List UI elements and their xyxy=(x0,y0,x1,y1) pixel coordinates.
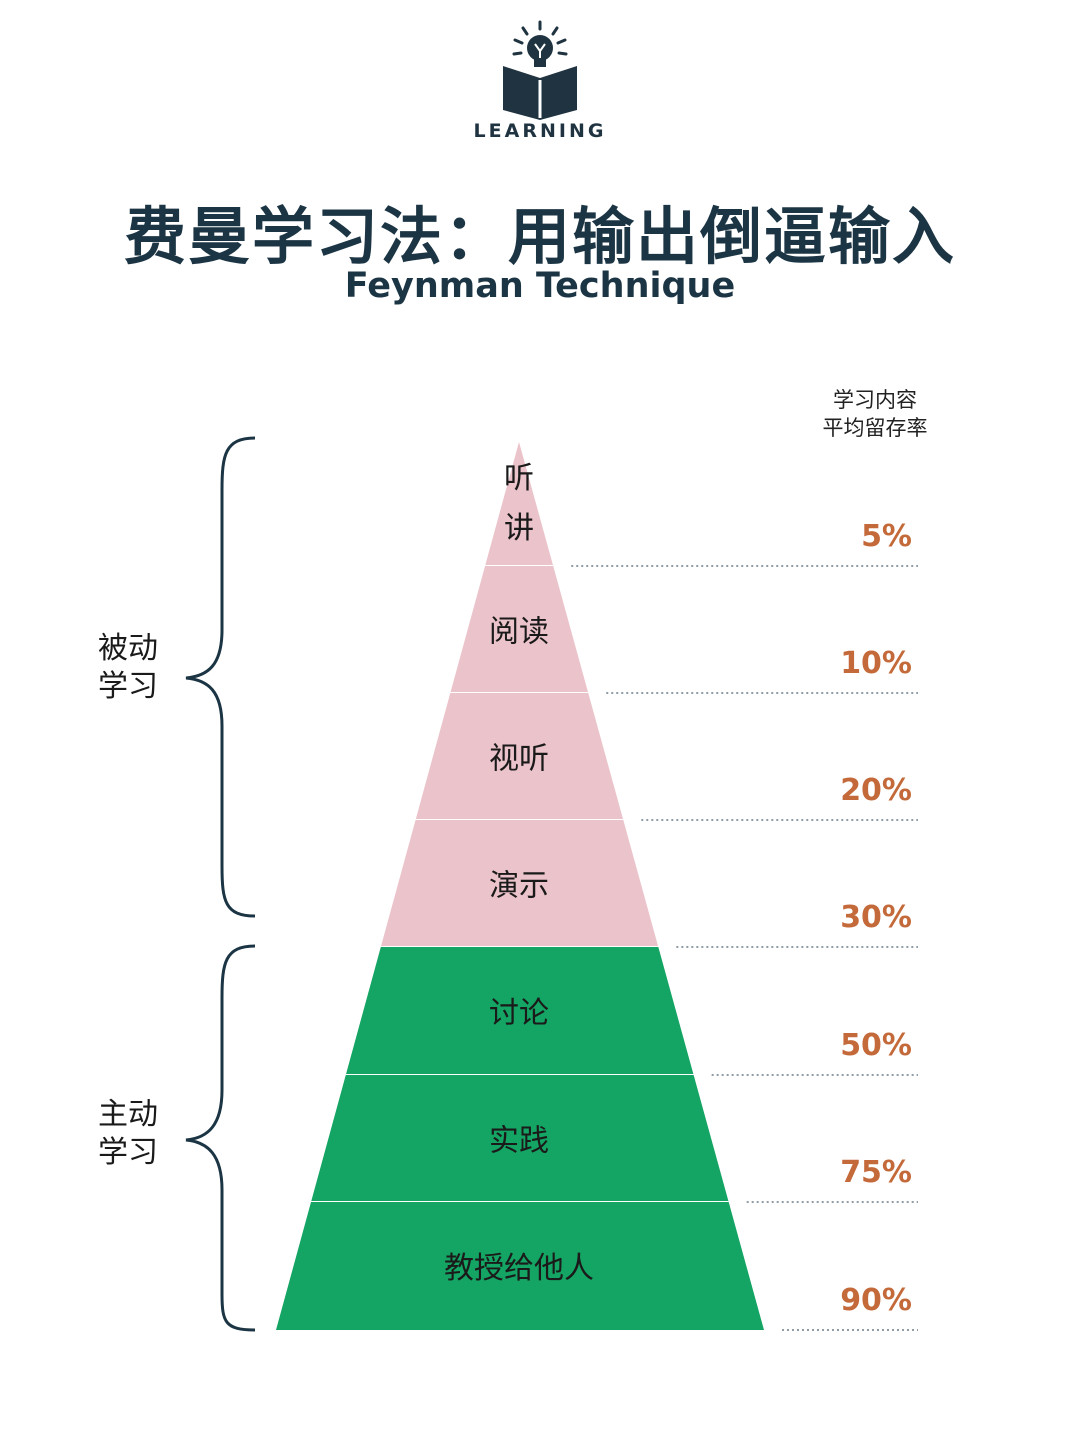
pyramid-level-label: 讲 xyxy=(504,511,534,546)
pyramid-level-label: 演示 xyxy=(489,869,549,904)
retention-column-header: 学习内容 平均留存率 xyxy=(800,386,950,442)
active-label-line1: 主动 xyxy=(98,1097,158,1132)
passive-group-brace xyxy=(185,436,256,918)
retention-percent: 90% xyxy=(840,1283,912,1318)
pyramid-level-label: 实践 xyxy=(489,1124,549,1159)
active-learning-label: 主动 学习 xyxy=(88,1096,168,1172)
page-subtitle: Feynman Technique xyxy=(344,266,736,306)
pyramid-level-4 xyxy=(380,820,659,947)
logo-text: LEARNING xyxy=(473,120,607,142)
pyramid-level-label: 听 xyxy=(504,461,534,496)
pyramid-level-2 xyxy=(450,566,589,693)
pyramid-level-label: 讨论 xyxy=(489,996,549,1031)
pyramid-level-label: 教授给他人 xyxy=(444,1251,594,1286)
lightbulb-book-icon xyxy=(503,20,577,120)
pyramid-level-5 xyxy=(345,947,694,1075)
passive-label-line2: 学习 xyxy=(98,669,158,704)
pyramid-level-6 xyxy=(311,1075,729,1202)
active-group-brace xyxy=(185,944,256,1332)
retention-percent: 30% xyxy=(840,900,912,935)
retention-percent: 5% xyxy=(861,519,912,554)
retention-percent: 10% xyxy=(840,646,912,681)
column-header-line2: 平均留存率 xyxy=(822,416,928,440)
pyramid-level-1 xyxy=(485,442,554,566)
retention-percent: 50% xyxy=(840,1028,912,1063)
column-header-line1: 学习内容 xyxy=(833,388,917,412)
passive-learning-label: 被动 学习 xyxy=(88,630,168,706)
pyramid-level-3 xyxy=(415,693,624,820)
passive-label-line1: 被动 xyxy=(98,631,158,666)
pyramid-level-label: 阅读 xyxy=(489,615,549,650)
pyramid-level-label: 视听 xyxy=(489,742,549,777)
active-label-line2: 学习 xyxy=(98,1135,158,1170)
page-title: 费曼学习法：用输出倒逼输入 xyxy=(123,200,956,273)
learning-logo: LEARNING xyxy=(470,20,610,150)
pyramid-level-7 xyxy=(276,1202,764,1330)
retention-percent: 75% xyxy=(840,1155,912,1190)
retention-percent: 20% xyxy=(840,773,912,808)
